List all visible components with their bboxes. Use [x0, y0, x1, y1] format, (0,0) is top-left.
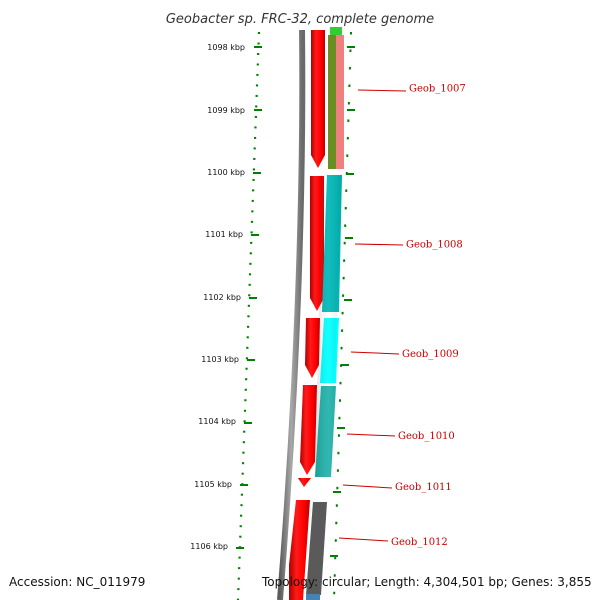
gene-label-geob-1007[interactable]: Geob_1007 — [357, 84, 466, 95]
svg-text:Geob_1007: Geob_1007 — [409, 84, 466, 95]
scale-tick: 1098 kbp — [207, 43, 262, 52]
gene-label-geob-1012[interactable]: Geob_1012 — [338, 537, 448, 548]
gene-label-geob-1011[interactable]: Geob_1011 — [342, 482, 452, 493]
genome-title: Geobacter sp. FRC-32, complete genome — [166, 12, 434, 27]
forward-strand-track — [289, 30, 325, 600]
scale-tick: 1101 kbp — [205, 230, 259, 239]
ruler-dotted-outer — [236, 31, 261, 600]
tick-label: 1098 kbp — [207, 43, 245, 52]
gene-label-geob-1010[interactable]: Geob_1010 — [346, 431, 455, 442]
gene-label-geob-1008[interactable]: Geob_1008 — [354, 240, 463, 251]
gene-arrow-forward — [289, 500, 310, 600]
gene-features-track — [306, 27, 344, 600]
svg-text:Geob_1010: Geob_1010 — [398, 431, 455, 442]
tick-label: 1100 kbp — [207, 168, 245, 177]
scale-tick: 1102 kbp — [203, 293, 257, 302]
scale-tick: 1099 kbp — [207, 106, 262, 115]
scale-tick: 1103 kbp — [201, 355, 255, 364]
accession-text: Accession: NC_011979 — [9, 575, 145, 589]
gene-arrow-forward — [298, 478, 311, 487]
scale-tick: 1105 kbp — [194, 480, 248, 489]
gene-label-geob-1009[interactable]: Geob_1009 — [350, 349, 459, 360]
feature-geob-1012 — [306, 502, 327, 595]
gene-arrow-forward — [311, 30, 325, 168]
ruler-dotted-inner — [333, 31, 352, 600]
scale-ticks: 1098 kbp 1099 kbp 1100 kbp 1101 kbp 1102… — [190, 43, 262, 551]
scale-tick: 1104 kbp — [198, 417, 252, 426]
gene-labels: Geob_1007 Geob_1008 Geob_1009 Geob_1010 … — [338, 84, 466, 548]
tick-label: 1103 kbp — [201, 355, 239, 364]
tick-label: 1106 kbp — [190, 542, 228, 551]
tick-label: 1099 kbp — [207, 106, 245, 115]
tick-label: 1104 kbp — [198, 417, 236, 426]
inner-scale-ticks — [330, 46, 355, 557]
scale-tick: 1106 kbp — [190, 542, 244, 551]
feature-geob-1007 — [336, 35, 344, 169]
feature-green — [330, 27, 342, 35]
svg-text:Geob_1012: Geob_1012 — [391, 537, 448, 548]
feature-olive — [328, 35, 336, 169]
svg-text:Geob_1011: Geob_1011 — [395, 482, 452, 493]
tick-label: 1102 kbp — [203, 293, 241, 302]
tick-label: 1101 kbp — [205, 230, 243, 239]
svg-text:Geob_1009: Geob_1009 — [402, 349, 459, 360]
feature-blue — [306, 594, 320, 600]
gene-arrow-forward — [305, 318, 320, 378]
gene-arrow-forward — [300, 385, 317, 475]
svg-text:Geob_1008: Geob_1008 — [406, 240, 463, 251]
genome-summary-text: Topology: circular; Length: 4,304,501 bp… — [261, 575, 592, 589]
backbone-track — [277, 29, 306, 600]
scale-tick: 1100 kbp — [207, 168, 261, 177]
tick-label: 1105 kbp — [194, 480, 232, 489]
feature-shading — [315, 175, 342, 477]
